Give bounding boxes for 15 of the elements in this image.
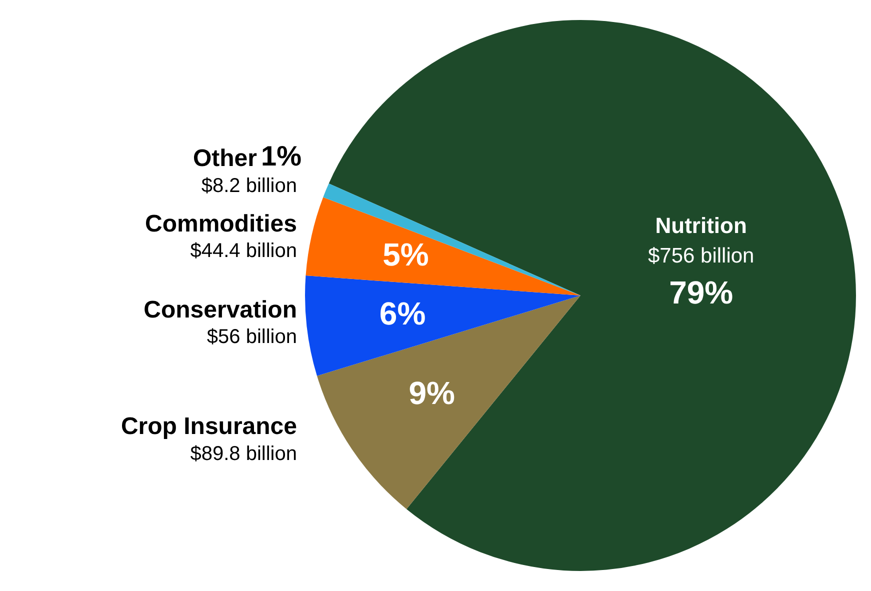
data-label: $44.4 billion [190,240,297,262]
text: 5% [382,236,429,272]
text: 1% [261,140,302,172]
slice-label: Commodities [144,210,297,238]
data-label: $89.8 billion [190,442,297,465]
slice-label: Nutrition [655,212,747,238]
text: 6% [379,295,426,332]
data-label: $8.2 billion [201,175,297,198]
slice-label: Crop Insurance [120,413,297,440]
data-label: $756 billion [648,244,754,268]
text: 9% [408,375,455,412]
slice-label: Other [192,145,257,172]
text: 79% [669,274,734,311]
slice-label: Conservation [144,296,297,324]
data-label: $56 billion [206,326,297,348]
